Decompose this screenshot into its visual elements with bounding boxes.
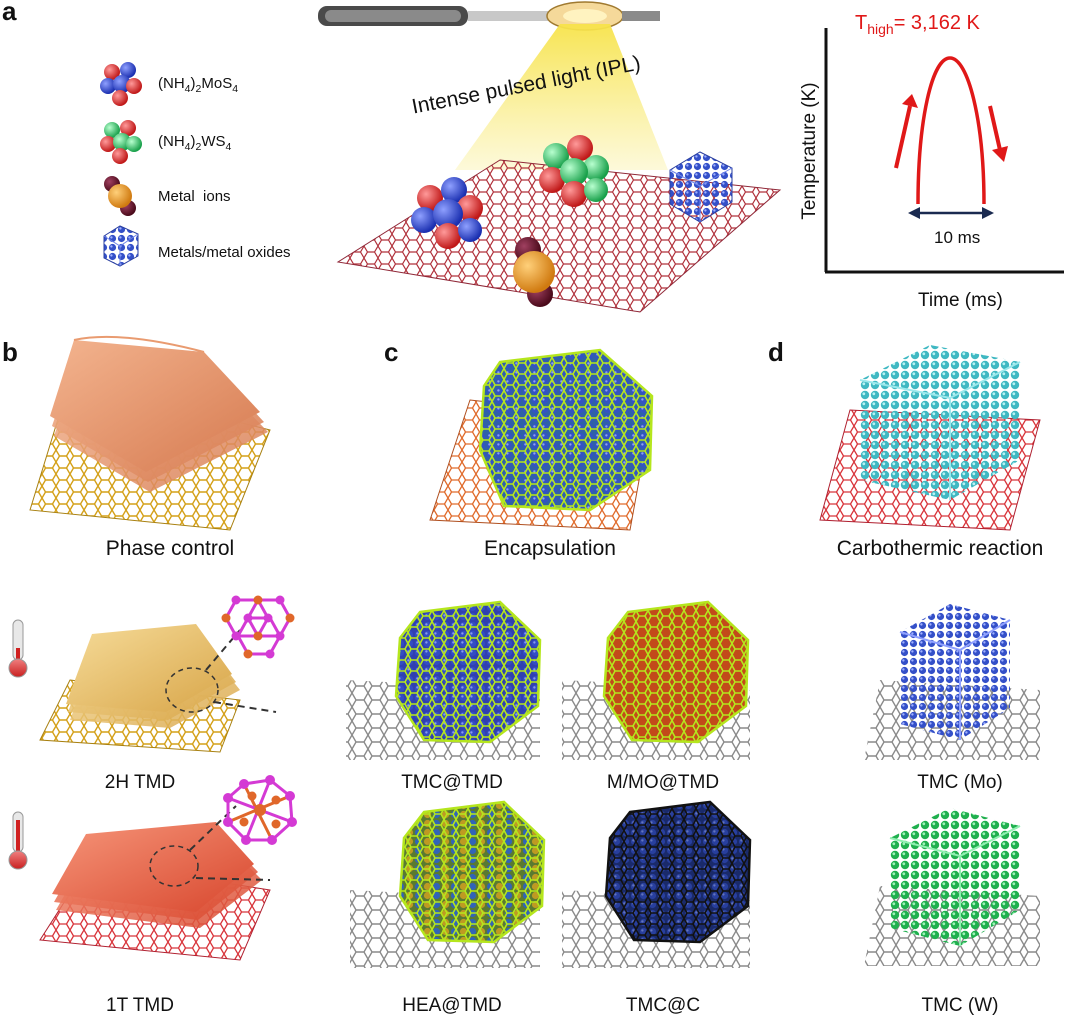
caption-m-mo-at-tmd: M/MO@TMD [606,772,720,793]
y-axis-label: Temperature (K) [799,82,820,220]
metal-ion [513,237,555,307]
m-mo-at-tmd-illustration [562,600,750,760]
ws4-cluster [539,135,609,207]
caption-tmc-at-c: TMC@C [625,995,701,1016]
thermometer-low-icon [8,619,28,678]
2h-tmd-illustration [39,624,277,753]
mos4-cluster-icon [100,62,142,106]
legend-metal-ions-label: Metal ions [158,188,231,205]
panel-label-a: a [2,0,17,26]
caption-phase-control: Phase control [105,537,235,560]
caption-tmc-w: TMC (W) [921,995,999,1016]
tmc-at-tmd-illustration [346,600,542,760]
caption-2h-tmd: 2H TMD [104,772,176,793]
mos4-cluster [411,177,483,249]
tmc-at-c-illustration [562,800,752,968]
2h-lattice-icon [221,595,295,659]
caption-tmc-mo: TMC (Mo) [917,772,1003,793]
phase-control-illustration [29,335,271,531]
panel-label-d: d [768,337,784,367]
caption-carbothermic-reaction: Carbothermic reaction [836,537,1044,560]
tmc-w-illustration [864,808,1040,966]
duration-label: 10 ms [934,228,981,247]
1t-lattice-icon [223,775,297,845]
metal-ion-icon [104,176,136,216]
x-axis-label: Time (ms) [918,290,1003,311]
1t-tmd-illustration [39,805,271,961]
panel-label-b: b [2,337,18,367]
caption-tmc-at-tmd: TMC@TMD [401,772,503,793]
metal-oxide-cube-icon [103,225,139,267]
legend-ws4-label: (NH4)2WS4 [158,133,232,153]
carbothermic-reaction-illustration [819,345,1041,531]
peak-temperature-label: Thigh= 3,162 K [855,12,980,37]
caption-encapsulation: Encapsulation [484,537,616,560]
tmc-mo-illustration [864,604,1040,760]
temperature-plot [824,28,1064,274]
ws4-cluster-icon [100,120,142,164]
hea-at-tmd-illustration [350,800,546,968]
panel-label-c: c [384,337,399,367]
caption-hea-at-tmd: HEA@TMD [402,995,502,1016]
legend-metal-oxides-label: Metals/metal oxides [158,244,291,261]
legend-mos4-label: (NH4)2MoS4 [158,75,239,95]
light-beam [455,24,668,170]
ipl-lamp-icon [318,1,660,31]
metal-oxide-cube [669,151,733,223]
caption-1t-tmd: 1T TMD [106,995,174,1016]
encapsulation-illustration [429,348,654,531]
thermometer-high-icon [8,811,28,870]
